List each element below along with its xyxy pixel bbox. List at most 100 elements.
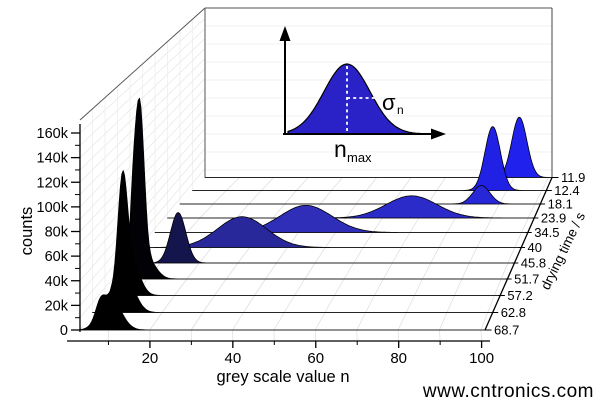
histogram-row-57.2 <box>92 170 499 313</box>
floor-grid-line <box>541 177 549 191</box>
floor-grid-line <box>391 247 402 264</box>
z-tick-label: 51.7 <box>514 272 539 287</box>
floor-strip <box>80 312 492 330</box>
histogram-curve <box>179 185 539 205</box>
floor-grid-line <box>514 232 522 248</box>
inset-y-arrowhead-icon <box>279 26 291 41</box>
y-tick-label: 100k <box>37 200 69 216</box>
floor-strip <box>180 190 546 204</box>
floor-grid-line <box>190 312 204 331</box>
histogram-curve <box>79 294 486 331</box>
floor-grid-line <box>362 232 374 248</box>
y-tick-label: 0 <box>60 323 68 339</box>
floor-grid-line <box>534 190 543 205</box>
floor-grid-line <box>494 278 502 296</box>
floor-grid-line <box>265 262 277 280</box>
histogram-row-11.9 <box>192 116 553 191</box>
floor-grid-line <box>491 203 500 219</box>
inset-sigma-label: σ <box>382 90 396 115</box>
floor-grid-line <box>214 278 227 296</box>
floor-grid-line <box>366 177 378 191</box>
floor-grid-line <box>186 262 200 280</box>
y-tick-label: 60k <box>45 249 69 265</box>
floor-grid-line <box>374 278 384 296</box>
floor-grid-line <box>507 247 516 264</box>
floor-grid-line <box>199 247 213 264</box>
floor-grid-line <box>331 177 343 191</box>
z-tick-label: 40 <box>528 240 542 255</box>
floor-strip <box>105 279 506 296</box>
histogram-curve <box>129 212 513 264</box>
x-tick-label: 100 <box>469 350 494 367</box>
y-tick-label: 120k <box>37 175 69 191</box>
floor-grid-line <box>283 295 295 313</box>
floor-grid-line <box>272 203 285 219</box>
floor-grid-line <box>226 177 240 191</box>
floor-grid-line <box>324 295 335 313</box>
floor-grid-line <box>248 190 262 205</box>
floor-grid-line <box>484 217 493 233</box>
floor-grid-line <box>284 190 297 205</box>
z-tick-label: 62.8 <box>501 305 526 320</box>
floor-grid-line <box>409 217 420 233</box>
floor-grid-line <box>315 312 326 331</box>
floor-grid-line <box>254 278 266 296</box>
floor-grid-line <box>186 217 201 233</box>
floor-strip <box>167 204 539 218</box>
floor-strip <box>67 330 488 341</box>
inset-gaussian-diagram <box>279 26 446 140</box>
floor-grid-line <box>232 312 244 331</box>
floor-grid-line <box>314 247 326 264</box>
z-tick-label: 45.8 <box>521 256 546 271</box>
y-tick-label: 80k <box>45 225 69 241</box>
inset-x-arrowhead-icon <box>431 128 446 140</box>
histogram-curve <box>117 97 506 280</box>
histogram-curve <box>192 126 546 191</box>
floor-grid-line <box>334 278 345 296</box>
z-axis-line <box>484 177 553 331</box>
floor-grid-line <box>446 217 456 233</box>
z-tick-label: 57.2 <box>507 288 532 303</box>
floor-grid-line <box>304 262 316 280</box>
floor-grid-line <box>343 262 354 280</box>
floor-grid-line <box>397 329 400 342</box>
floor-grid-line <box>356 312 366 331</box>
floor-grid-line <box>476 232 485 248</box>
floor-grid-line <box>225 262 239 280</box>
floor-grid-line <box>400 232 411 248</box>
floor-strip <box>130 247 519 263</box>
histogram-row-51.7 <box>105 97 506 296</box>
histogram-curve <box>104 170 499 296</box>
floor-grid-line <box>372 217 383 233</box>
z-tick-label: 12.4 <box>554 183 579 198</box>
floor-grid-line <box>273 312 285 331</box>
floor-grid-line <box>397 312 407 331</box>
floor-grid-line <box>161 295 175 313</box>
floor-grid-line <box>383 262 393 280</box>
floor-grid-line <box>436 177 446 191</box>
floor-grid-line <box>365 295 375 313</box>
floor-grid-line <box>261 177 274 191</box>
floor-grid-line <box>212 190 227 205</box>
floor-grid-line <box>174 278 188 296</box>
floor-grid-line <box>296 177 309 191</box>
floor-grid-line <box>430 247 440 264</box>
y-tick-label: 20k <box>45 298 69 314</box>
floor-grid-line <box>199 203 214 219</box>
floor-grid-line <box>405 295 415 313</box>
y-tick-label: 140k <box>37 151 69 167</box>
floor-grid-line <box>521 217 529 233</box>
floor-grid-line <box>414 278 423 296</box>
floor-grid-line <box>480 329 482 342</box>
wall-top-edge <box>79 7 206 121</box>
floor-grid-line <box>454 278 463 296</box>
floor-grid-line <box>345 203 357 219</box>
floor-grid-line <box>236 203 250 219</box>
watermark: www.cntronics.com <box>422 381 594 402</box>
floor-grid-line <box>461 262 470 280</box>
z-tick-label: 23.9 <box>541 211 566 226</box>
x-tick-label: 60 <box>307 350 324 367</box>
y-tick-label: 40k <box>45 274 69 290</box>
floor-grid-line <box>469 247 478 264</box>
